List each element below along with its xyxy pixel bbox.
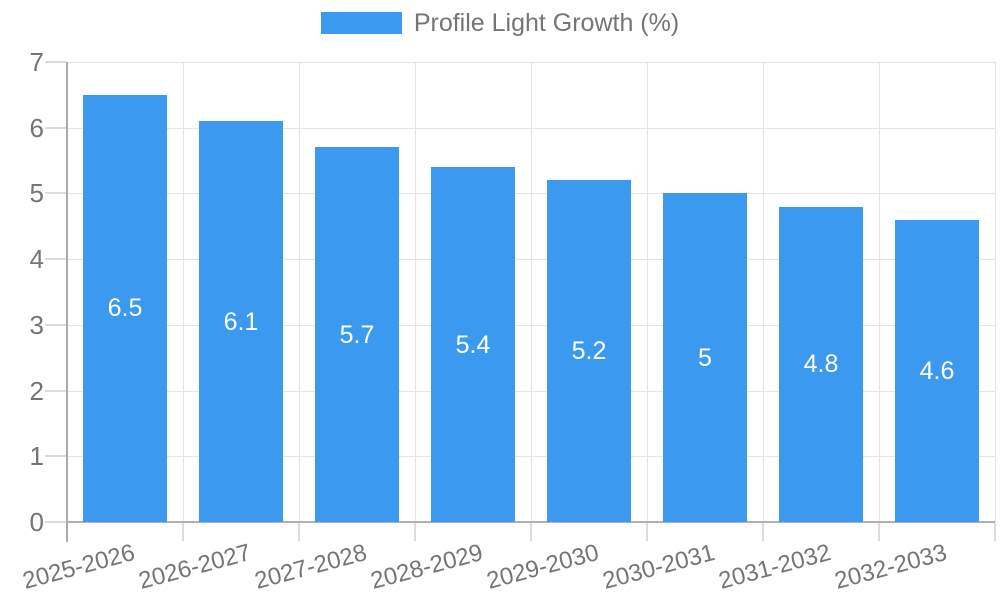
y-tick (45, 192, 67, 194)
bar[interactable] (199, 121, 283, 522)
legend-label: Profile Light Growth (%) (413, 8, 680, 37)
y-axis-label: 3 (29, 310, 44, 340)
v-gridline (415, 62, 416, 522)
y-tick (45, 521, 67, 523)
v-gridline (879, 62, 880, 522)
x-tick (414, 523, 416, 541)
bar[interactable] (663, 193, 747, 522)
y-axis-label: 1 (29, 441, 44, 471)
v-gridline (299, 62, 300, 522)
y-axis-label: 6 (29, 113, 44, 143)
bar[interactable] (779, 207, 863, 522)
v-gridline (531, 62, 532, 522)
y-tick (45, 258, 67, 260)
x-tick (762, 523, 764, 541)
v-gridline (647, 62, 648, 522)
bar[interactable] (315, 147, 399, 522)
v-gridline (183, 62, 184, 522)
x-tick (182, 523, 184, 541)
y-axis-label: 2 (29, 376, 44, 406)
y-axis-line (66, 62, 68, 542)
bar[interactable] (83, 95, 167, 522)
y-tick (45, 61, 67, 63)
y-tick (45, 390, 67, 392)
y-axis-label: 7 (29, 47, 44, 77)
y-tick (45, 455, 67, 457)
y-tick (45, 127, 67, 129)
v-gridline (763, 62, 764, 522)
y-tick (45, 324, 67, 326)
x-tick (878, 523, 880, 541)
x-tick (646, 523, 648, 541)
legend: Profile Light Growth (%) (0, 0, 1000, 46)
x-tick (298, 523, 300, 541)
legend-swatch (320, 12, 402, 34)
bar[interactable] (895, 220, 979, 522)
v-gridline (995, 62, 996, 522)
y-axis-label: 0 (29, 507, 44, 537)
bar[interactable] (547, 180, 631, 522)
y-axis-label: 4 (29, 244, 44, 274)
legend-item[interactable]: Profile Light Growth (%) (320, 8, 680, 38)
x-tick (994, 523, 996, 541)
bar[interactable] (431, 167, 515, 522)
y-axis-label: 5 (29, 178, 44, 208)
x-axis-line (67, 521, 995, 523)
x-tick (530, 523, 532, 541)
